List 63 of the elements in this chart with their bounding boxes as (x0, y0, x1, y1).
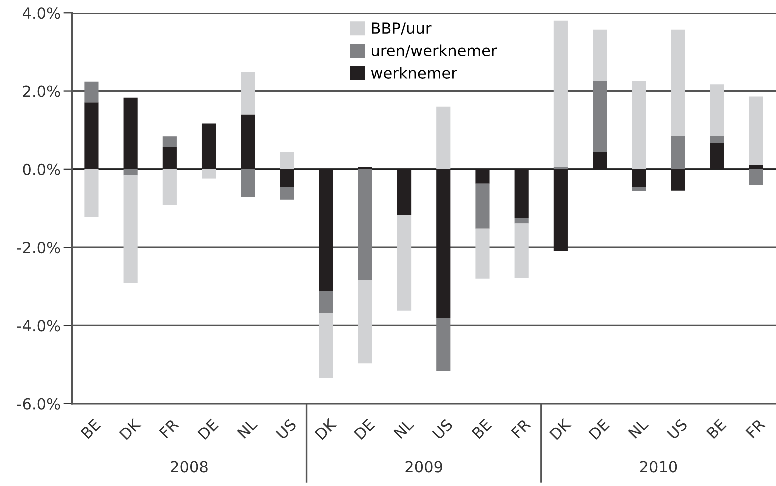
bar (632, 187, 646, 192)
y-tick-label: 4.0% (22, 8, 60, 20)
y-tick-label: 2.0% (23, 86, 60, 98)
text: 2010 (640, 461, 678, 473)
bar (749, 96, 764, 166)
y-tick-label: -2.0% (17, 242, 60, 254)
bar (593, 30, 608, 82)
legend-label: uren/werknemer (372, 44, 498, 58)
bar (124, 176, 138, 284)
x-tick-label: NL (237, 418, 258, 440)
x-tick-label: US (276, 418, 298, 440)
bar (84, 169, 99, 218)
bar (593, 82, 608, 152)
x-tick-label: US (666, 418, 688, 440)
bar (280, 187, 294, 200)
bar (241, 169, 256, 198)
bar (436, 318, 451, 372)
bar (554, 20, 568, 168)
bar (84, 82, 99, 103)
bar (514, 224, 529, 278)
bar (514, 218, 529, 224)
x-tick-label: DK (549, 418, 572, 440)
bar (358, 169, 372, 280)
bar (397, 215, 412, 311)
x-tick-label: FR (159, 418, 180, 439)
bar (436, 106, 451, 170)
bar (710, 136, 724, 144)
bar (241, 72, 256, 115)
x-tick-label: FR (511, 418, 532, 439)
x-tick-label: DK (314, 418, 338, 440)
x-tick-label: DE (198, 418, 219, 440)
x-tick-label: FR (746, 418, 766, 439)
bar (319, 291, 334, 314)
legend-label: BBP/uur (372, 22, 432, 36)
y-tick-label: -6.0% (17, 398, 60, 410)
bar (162, 169, 177, 206)
bar (319, 313, 334, 378)
x-tick-label: NL (394, 418, 415, 440)
bar (749, 169, 764, 186)
bar (671, 136, 686, 170)
bar (710, 84, 724, 136)
bar (476, 184, 490, 229)
x-tick-label: DE (354, 418, 376, 440)
bar (632, 82, 646, 170)
x-tick-label: BE (706, 418, 727, 440)
x-tick-label: DE (588, 418, 610, 440)
x-tick-label: BE (80, 418, 102, 440)
x-tick-label: NL (628, 418, 650, 440)
legend-label: werknemer (371, 67, 458, 79)
text: 2009 (406, 461, 442, 473)
x-tick-label: US (432, 418, 454, 440)
x-tick-label: DK (119, 418, 142, 440)
y-tick-label: 0.0% (23, 164, 60, 176)
bar (124, 169, 138, 176)
bar (162, 136, 177, 148)
bar (476, 228, 490, 279)
bar (280, 152, 294, 170)
bar (358, 280, 372, 364)
text: 2008 (171, 461, 208, 473)
bar (671, 30, 686, 136)
x-tick-label: BE (472, 418, 492, 440)
bar (202, 169, 216, 179)
y-tick-label: -4.0% (17, 320, 60, 332)
